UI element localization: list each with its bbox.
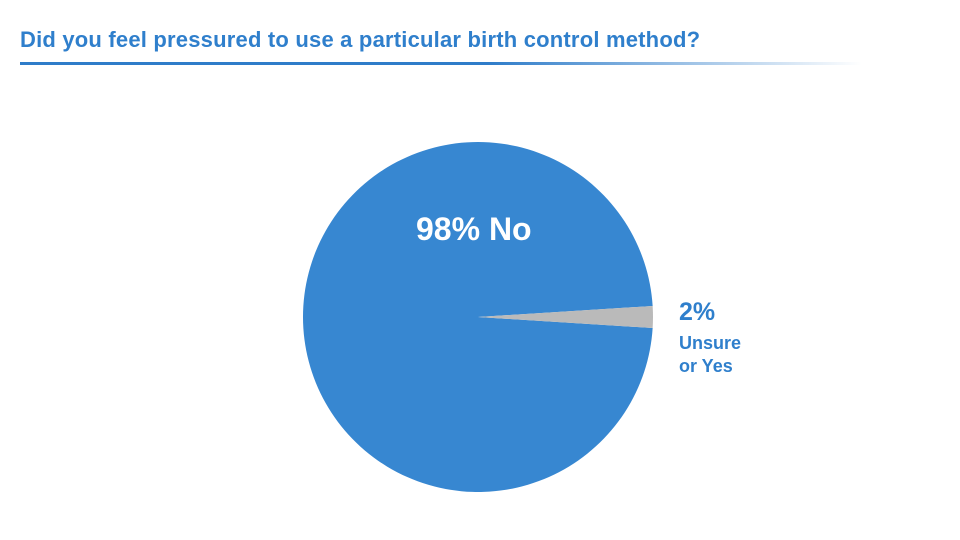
chart-title: Did you feel pressured to use a particul… [20, 27, 701, 52]
pie-slice-no [302, 141, 653, 493]
callout-line-2: or Yes [679, 356, 733, 376]
title-underline [20, 62, 870, 65]
pie-label-no: 98% No [416, 211, 532, 247]
pie-callout-unsure-or-yes: 2% Unsure or Yes [679, 299, 741, 378]
callout-line-1: Unsure [679, 333, 742, 353]
pie-slice-unsure-or-yes [478, 306, 653, 328]
callout-percentage: 2% [679, 298, 716, 326]
